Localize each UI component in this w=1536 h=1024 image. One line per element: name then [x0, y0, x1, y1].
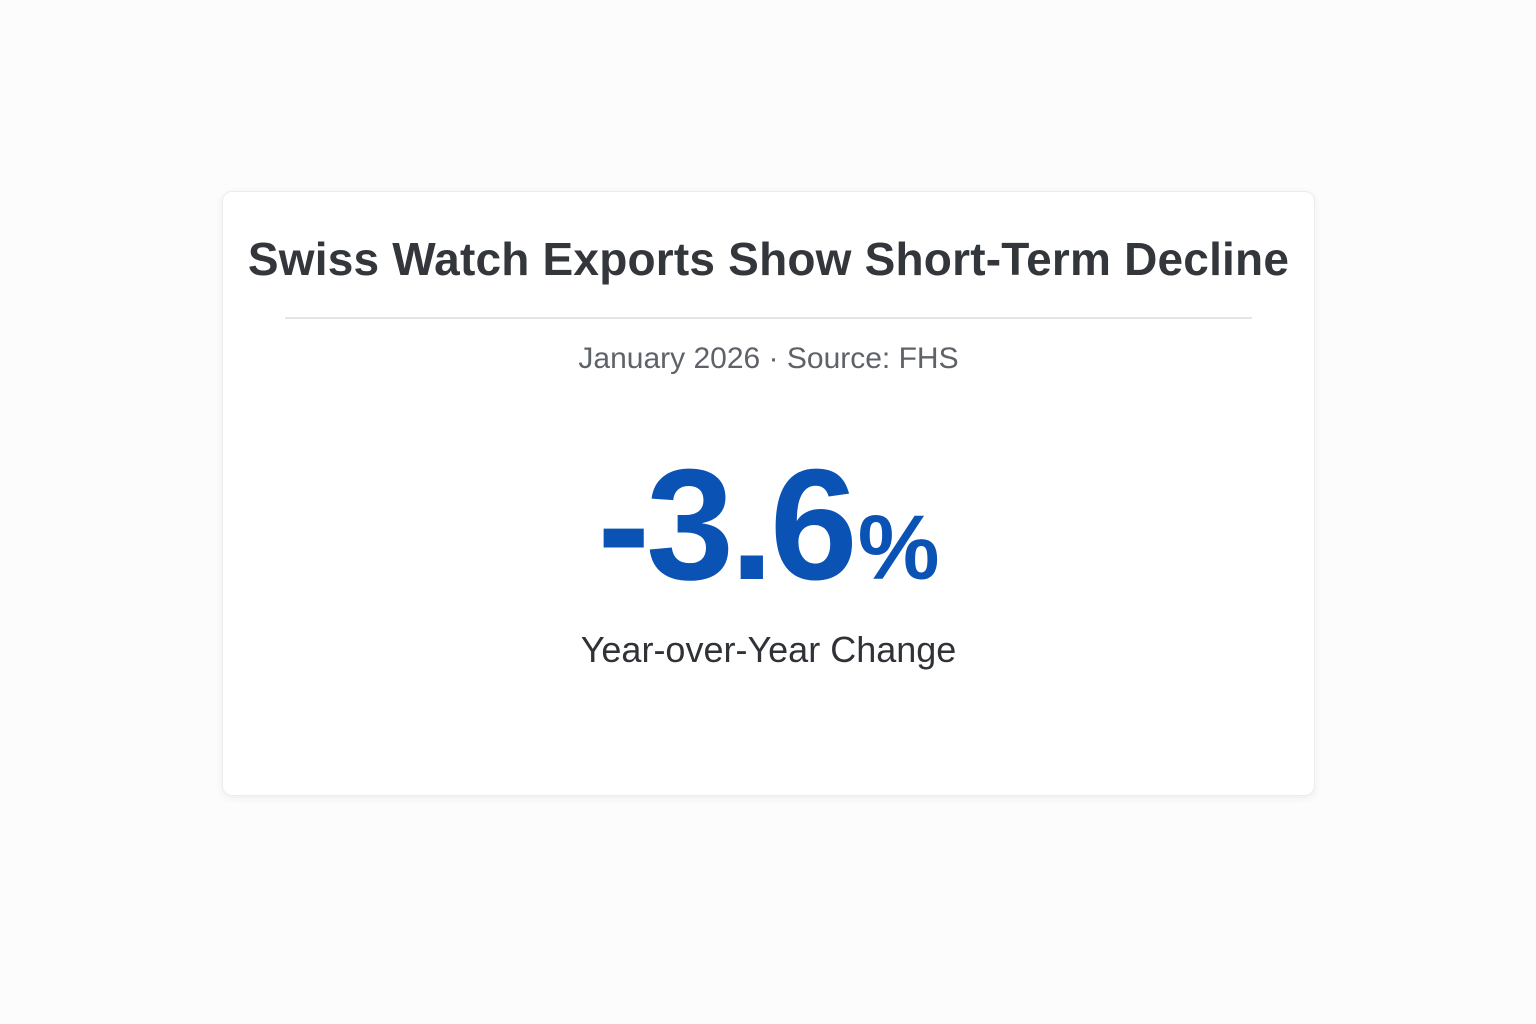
card-title: Swiss Watch Exports Show Short-Term Decl…: [247, 233, 1290, 285]
metric-number: -3.6: [597, 437, 857, 613]
card-date-source: January 2026 · Source: FHS: [578, 342, 959, 375]
metric-label: Year-over-Year Change: [580, 629, 957, 670]
metric-unit: %: [857, 497, 940, 599]
kpi-card: Swiss Watch Exports Show Short-Term Decl…: [222, 191, 1315, 796]
title-divider: [285, 317, 1252, 319]
metric-value: -3.6%: [223, 446, 1314, 604]
